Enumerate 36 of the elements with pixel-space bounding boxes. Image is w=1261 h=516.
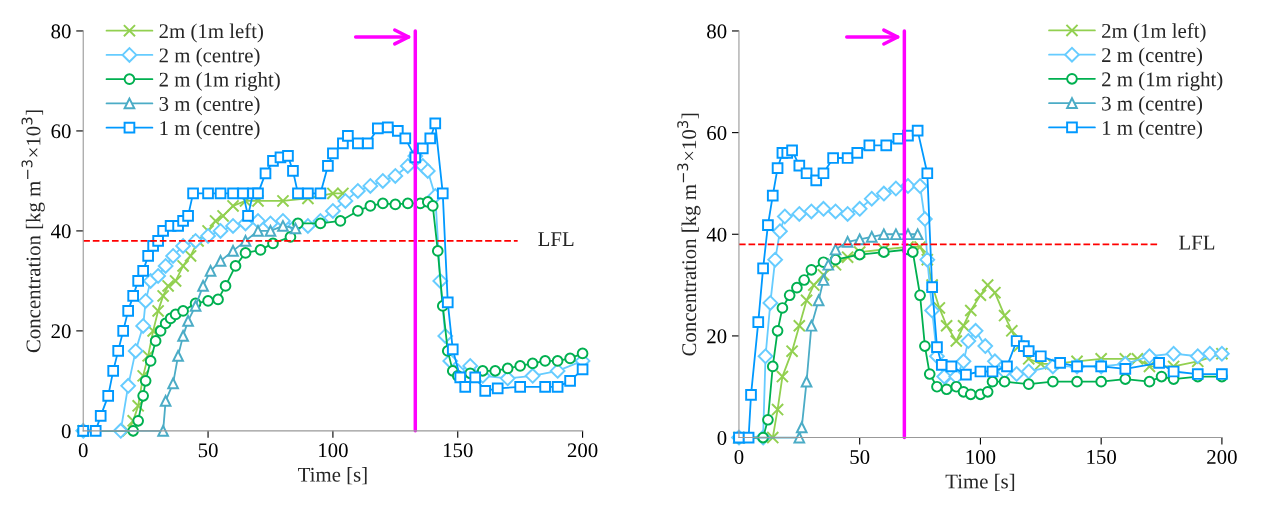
x-axis-title: Time [s] — [945, 473, 1015, 492]
x-tick-label: 50 — [850, 449, 870, 465]
x-tick-label: 150 — [1087, 449, 1116, 465]
y-tick-label: 40 — [50, 224, 71, 239]
y-tick-label: 80 — [51, 24, 71, 39]
x-tick-label: 50 — [198, 443, 218, 458]
y-tick-label: 60 — [51, 124, 71, 139]
legend-label: 3 m (centre) — [1102, 95, 1203, 115]
y-tick-label: 60 — [707, 125, 727, 141]
x-tick-label: 0 — [734, 449, 744, 465]
legend-label: 2 m (1m right) — [1102, 71, 1223, 91]
legend-label: 2m (1m left) — [159, 23, 263, 43]
legend-label: 1 m (centre) — [1102, 120, 1203, 140]
y-tick-label: 80 — [707, 24, 727, 39]
legend-label: 2 m (1m right) — [159, 71, 280, 91]
y-axis-title: Concentration [kg m$^{−3}$×10$^{3}$] — [677, 113, 701, 356]
x-tick-label: 150 — [443, 443, 473, 458]
x-tick-label: 100 — [319, 443, 348, 458]
ref-line-label: LFL — [1179, 235, 1215, 250]
y-tick-label: 20 — [707, 329, 727, 344]
legend-label: 2m (1m left) — [1102, 23, 1206, 43]
ref-line-label: LFL — [538, 232, 574, 246]
x-tick-label: 200 — [567, 443, 598, 458]
legend-label: 1 m (centre) — [160, 120, 260, 140]
x-tick-label: 200 — [1207, 449, 1237, 465]
legend-label: 3 m (centre) — [159, 96, 260, 116]
y-tick-label: 0 — [717, 430, 727, 445]
y-axis-title: Concentration [kg m$^{−3}$×10$^{3}$] — [21, 110, 45, 353]
x-tick-label: 0 — [78, 443, 88, 458]
legend-label: 2 m (centre) — [1102, 47, 1203, 67]
y-tick-label: 40 — [706, 227, 727, 242]
x-axis-title: Time [s] — [298, 467, 367, 485]
legend-label: 2 m (centre) — [159, 47, 260, 67]
y-tick-label: 0 — [61, 424, 71, 439]
x-tick-label: 100 — [966, 449, 996, 465]
y-tick-label: 20 — [51, 324, 71, 339]
